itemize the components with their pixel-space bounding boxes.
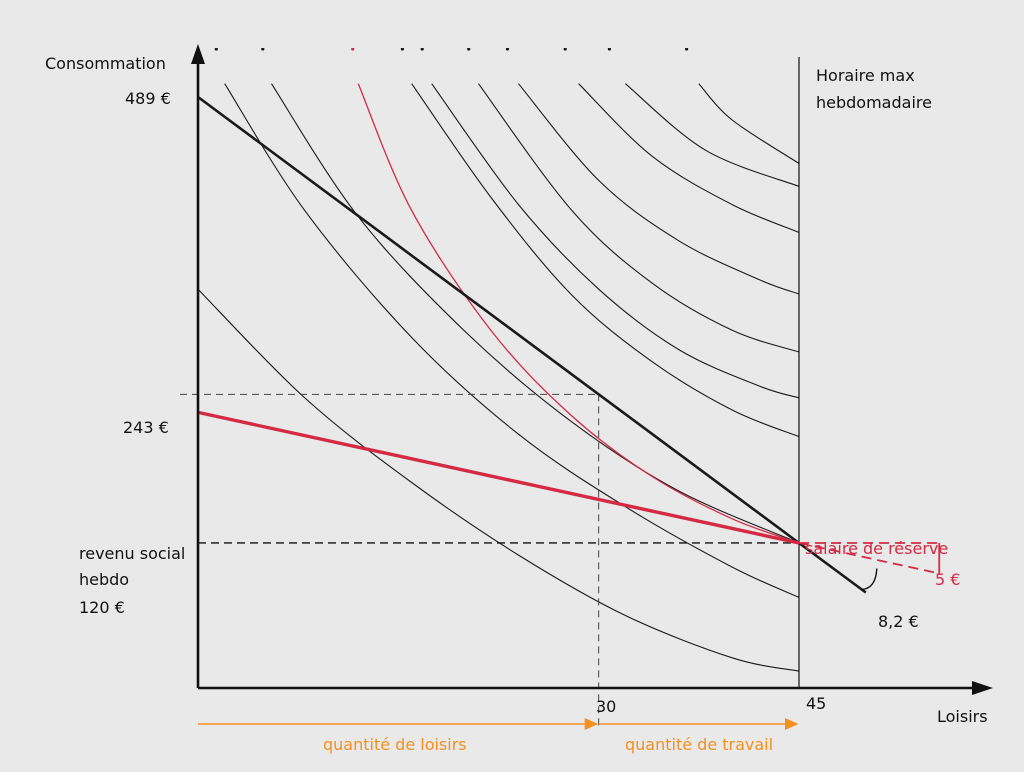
x-axis-arrow — [972, 681, 993, 695]
max-hours-label-line-1: Horaire max — [816, 66, 915, 85]
reservation-slope-diagonal — [798, 542, 940, 575]
indifference-curve-9-top-mark — [563, 48, 567, 51]
indifference-curve-5 — [411, 83, 800, 438]
indifference-curve-6-top-mark — [420, 48, 424, 51]
indifference-curve-2-top-mark — [214, 48, 218, 51]
indifference-curve-2 — [224, 83, 800, 598]
indifference-curve-7-top-mark — [467, 48, 471, 51]
indifference-curve-4-top-mark — [351, 48, 355, 51]
indifference-curves — [198, 48, 800, 672]
y-tick-label-489: 489 € — [125, 89, 171, 108]
reservation-slope-label: 5 € — [935, 570, 960, 589]
indifference-curve-8-top-mark — [505, 48, 510, 51]
indifference-curve-7 — [478, 83, 800, 353]
indifference-curve-3-top-mark — [261, 48, 265, 51]
indifference-curve-3 — [271, 83, 800, 544]
social-income-label-line-2: hebdo — [79, 570, 129, 589]
y-axis-arrow — [191, 44, 205, 64]
indifference-curve-6 — [431, 83, 800, 399]
social-income-label-line-1: revenu social — [79, 544, 185, 563]
indifference-curve-4 — [357, 83, 800, 544]
indifference-curve-9 — [578, 83, 800, 233]
leisure-quantity-label: quantité de loisirs — [323, 735, 467, 754]
y-tick-label-243: 243 € — [123, 418, 169, 437]
reservation-wage-label: salaire de réserve — [805, 539, 948, 558]
indifference-curve-5-top-mark — [400, 48, 404, 51]
y-axis-label: Consommation — [45, 54, 166, 73]
indifference-curve-8 — [518, 83, 800, 295]
social-income-label-line-3: 120 € — [79, 598, 125, 617]
budget-slope-arc — [861, 568, 878, 591]
x-tick-label-30: 30 — [596, 697, 616, 716]
indifference-curve-10 — [625, 83, 800, 187]
indifference-curve-11 — [698, 83, 800, 164]
indifference-curve-1 — [198, 288, 800, 672]
max-hours-label-line-2: hebdomadaire — [816, 93, 932, 112]
x-axis-label: Loisirs — [937, 707, 988, 726]
budget-slope-label: 8,2 € — [878, 612, 919, 631]
work-quantity-label: quantité de travail — [625, 735, 773, 754]
x-tick-label-45: 45 — [806, 694, 826, 713]
indifference-curve-10-top-mark — [607, 48, 611, 51]
indifference-curve-11-top-mark — [685, 48, 689, 51]
budget-line — [197, 95, 867, 594]
reservation-wage-line — [197, 410, 800, 545]
